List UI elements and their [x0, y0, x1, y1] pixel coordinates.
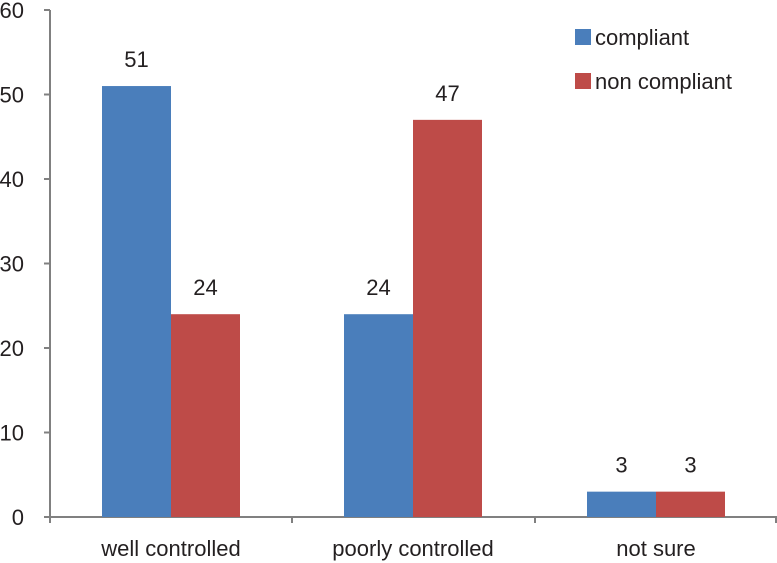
x-category-label: well controlled: [100, 536, 240, 561]
y-tick-label: 0: [12, 505, 24, 530]
bar-non-compliant: [656, 491, 725, 517]
legend-label: compliant: [595, 25, 689, 50]
bar-value-label: 24: [366, 275, 390, 300]
y-tick-label: 30: [0, 252, 24, 277]
bar-value-label: 24: [193, 275, 217, 300]
y-axis: 0 10 20 30 40 50 60: [0, 0, 51, 530]
legend: compliant non compliant: [575, 25, 732, 94]
bar-value-label: 3: [615, 453, 627, 478]
bar-compliant: [102, 86, 171, 518]
bar-value-label: 47: [435, 81, 459, 106]
x-axis: well controlled poorly controlled not sure: [49, 516, 777, 561]
bar-value-label: 3: [684, 453, 696, 478]
x-category-label: not sure: [616, 536, 696, 561]
bar-non-compliant: [171, 314, 240, 517]
y-tick-label: 40: [0, 167, 24, 192]
bar-compliant: [587, 491, 656, 517]
y-tick-label: 50: [0, 83, 24, 108]
legend-swatch: [575, 29, 591, 45]
legend-label: non compliant: [595, 69, 732, 94]
bar-compliant: [344, 314, 413, 517]
y-tick-label: 20: [0, 336, 24, 361]
y-tick-label: 10: [0, 421, 24, 446]
x-category-label: poorly controlled: [332, 536, 493, 561]
bars: [102, 86, 725, 518]
bar-value-label: 51: [124, 47, 148, 72]
data-labels: 51 24 3 24 47 3: [124, 47, 696, 478]
legend-swatch: [575, 73, 591, 89]
bar-non-compliant: [413, 119, 482, 517]
y-tick-label: 60: [0, 0, 24, 23]
